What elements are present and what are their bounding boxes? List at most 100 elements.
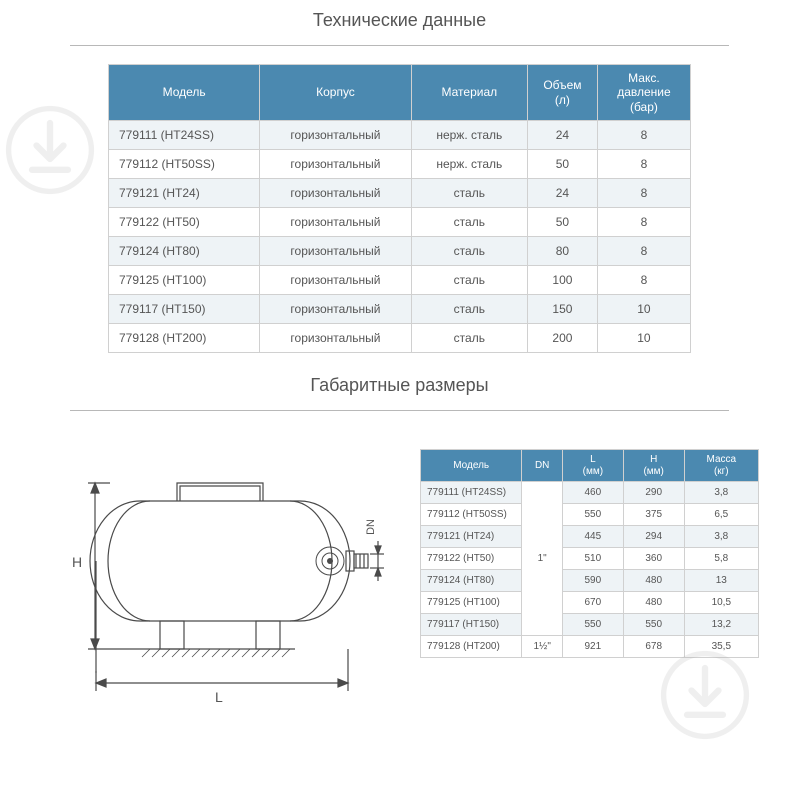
table-cell: 779112 (HT50SS): [109, 150, 260, 179]
table-cell: горизонтальный: [260, 266, 411, 295]
table-header: DN: [522, 450, 563, 482]
table-cell: 375: [623, 504, 684, 526]
table-cell: 779111 (HT24SS): [421, 482, 522, 504]
table-cell: 24: [528, 121, 598, 150]
table-row: 779122 (HT50)5103605,8: [421, 548, 759, 570]
table-cell: 550: [623, 614, 684, 636]
table-cell: горизонтальный: [260, 121, 411, 150]
table-cell: 80: [528, 237, 598, 266]
dim-label-l: L: [215, 689, 223, 705]
table-cell: сталь: [411, 208, 527, 237]
table-cell: горизонтальный: [260, 237, 411, 266]
table-cell: 200: [528, 324, 598, 353]
table-cell: 3,8: [684, 482, 758, 504]
table-cell: 460: [562, 482, 623, 504]
table-cell: 779117 (HT150): [421, 614, 522, 636]
table-row: 779111 (HT24SS)1"4602903,8: [421, 482, 759, 504]
table-cell: 3,8: [684, 526, 758, 548]
table-cell: 550: [562, 504, 623, 526]
table-cell: горизонтальный: [260, 295, 411, 324]
table-cell: 360: [623, 548, 684, 570]
table-row: 779111 (HT24SS)горизонтальныйнерж. сталь…: [109, 121, 691, 150]
table-row: 779122 (HT50)горизонтальныйсталь508: [109, 208, 691, 237]
table-cell: 294: [623, 526, 684, 548]
table-header: Материал: [411, 65, 527, 121]
table-cell: 590: [562, 570, 623, 592]
dims-table-container: МодельDNL(мм)H(мм)Масса(кг) 779111 (HT24…: [420, 449, 759, 658]
dims-table: МодельDNL(мм)H(мм)Масса(кг) 779111 (HT24…: [420, 449, 759, 658]
table-cell: 10: [597, 295, 690, 324]
table-cell: 510: [562, 548, 623, 570]
table-header: Масса(кг): [684, 450, 758, 482]
table-header: Объем(л): [528, 65, 598, 121]
table-cell: 8: [597, 237, 690, 266]
table-row: 779128 (HT200)горизонтальныйсталь20010: [109, 324, 691, 353]
table-cell: 921: [562, 636, 623, 658]
table-cell: 779125 (HT100): [421, 592, 522, 614]
table-row: 779121 (HT24) 4452943,8: [421, 526, 759, 548]
table-cell: 779111 (HT24SS): [109, 121, 260, 150]
table-row: 779117 (HT150)55055013,2: [421, 614, 759, 636]
section-title-specs: Технические данные: [0, 10, 799, 31]
table-cell: 779121 (HT24): [109, 179, 260, 208]
table-cell: 779124 (HT80): [109, 237, 260, 266]
table-row: 779121 (HT24)горизонтальныйсталь248: [109, 179, 691, 208]
table-cell: 779125 (HT100): [109, 266, 260, 295]
table-cell: 10: [597, 324, 690, 353]
table-cell: 1": [522, 482, 563, 636]
table-cell: 1½": [522, 636, 563, 658]
table-row: 779124 (HT80)горизонтальныйсталь808: [109, 237, 691, 266]
table-cell: нерж. сталь: [411, 150, 527, 179]
table-cell: сталь: [411, 237, 527, 266]
table-cell: 6,5: [684, 504, 758, 526]
table-header: Корпус: [260, 65, 411, 121]
dim-label-h: H: [72, 554, 82, 570]
tank-drawing: H L DN: [60, 441, 400, 731]
table-cell: 8: [597, 266, 690, 295]
watermark-icon: [5, 105, 95, 195]
table-cell: 779112 (HT50SS): [421, 504, 522, 526]
table-cell: горизонтальный: [260, 324, 411, 353]
specs-table: МодельКорпусМатериалОбъем(л)Макс. давлен…: [108, 64, 691, 353]
table-row: 779125 (HT100)горизонтальныйсталь1008: [109, 266, 691, 295]
table-cell: горизонтальный: [260, 208, 411, 237]
table-cell: 24: [528, 179, 598, 208]
table-cell: горизонтальный: [260, 179, 411, 208]
table-header: Макс. давление(бар): [597, 65, 690, 121]
table-cell: 100: [528, 266, 598, 295]
table-cell: 10,5: [684, 592, 758, 614]
table-header: Модель: [109, 65, 260, 121]
table-cell: 480: [623, 570, 684, 592]
table-row: 779128 (HT200)1½"92167835,5: [421, 636, 759, 658]
divider: [70, 45, 729, 46]
table-row: 779125 (HT100)67048010,5: [421, 592, 759, 614]
table-cell: 13,2: [684, 614, 758, 636]
table-cell: 8: [597, 179, 690, 208]
dim-label-dn: DN: [365, 519, 377, 535]
table-header: L(мм): [562, 450, 623, 482]
table-cell: 779122 (HT50): [421, 548, 522, 570]
table-cell: 13: [684, 570, 758, 592]
table-header: H(мм): [623, 450, 684, 482]
table-cell: 8: [597, 208, 690, 237]
table-cell: горизонтальный: [260, 150, 411, 179]
table-cell: 50: [528, 208, 598, 237]
table-cell: 8: [597, 121, 690, 150]
table-cell: 50: [528, 150, 598, 179]
section-title-dims: Габаритные размеры: [0, 375, 799, 396]
table-row: 779112 (HT50SS) 5503756,5: [421, 504, 759, 526]
table-cell: сталь: [411, 295, 527, 324]
table-cell: сталь: [411, 179, 527, 208]
table-row: 779117 (HT150)горизонтальныйсталь15010: [109, 295, 691, 324]
table-row: 779112 (HT50SS)горизонтальныйнерж. сталь…: [109, 150, 691, 179]
table-cell: 8: [597, 150, 690, 179]
table-row: 779124 (HT80)59048013: [421, 570, 759, 592]
table-cell: 35,5: [684, 636, 758, 658]
table-cell: сталь: [411, 266, 527, 295]
table-cell: 779128 (HT200): [109, 324, 260, 353]
table-cell: нерж. сталь: [411, 121, 527, 150]
divider: [70, 410, 729, 411]
table-cell: 445: [562, 526, 623, 548]
table-cell: 150: [528, 295, 598, 324]
table-cell: 779121 (HT24): [421, 526, 522, 548]
